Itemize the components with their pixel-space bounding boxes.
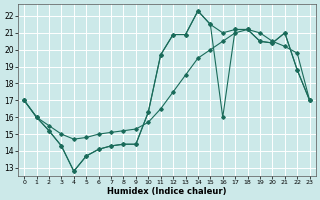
X-axis label: Humidex (Indice chaleur): Humidex (Indice chaleur) <box>107 187 227 196</box>
